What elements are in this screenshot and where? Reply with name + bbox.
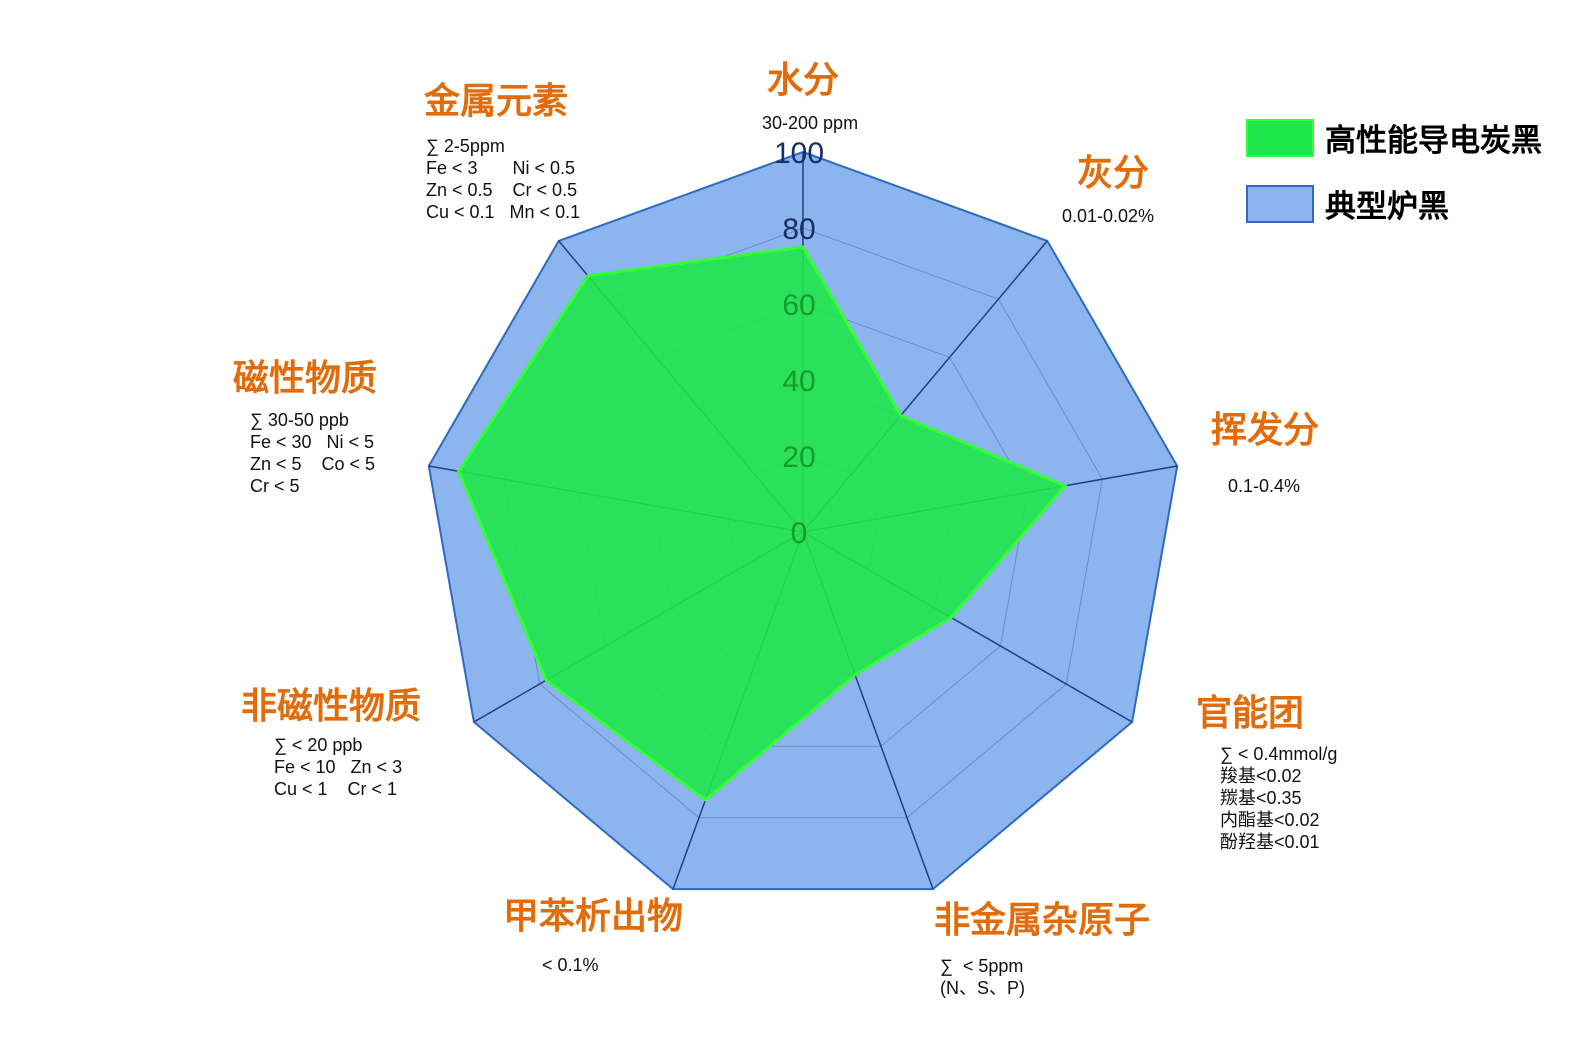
axis-spec-9-4: Cu < 0.1 Mn < 0.1 — [426, 202, 580, 222]
axis-spec-8-4: Cr < 5 — [250, 476, 300, 496]
axis-label-4: 官能团 — [1196, 693, 1304, 734]
axis-spec-2-1: 0.01-0.02% — [1062, 206, 1154, 226]
legend-swatch-1 — [1246, 119, 1314, 157]
series-area-high-performance — [457, 245, 1068, 802]
axis-label-7: 非磁性物质 — [241, 686, 421, 727]
axis-spec-9-3: Zn < 0.5 Cr < 0.5 — [426, 180, 577, 200]
axis-spec-4-1: ∑ < 0.4mmol/g — [1220, 744, 1337, 764]
axis-spec-4-4: 内酯基<0.02 — [1220, 810, 1320, 830]
axis-label-1: 水分 — [767, 60, 839, 101]
tick-label-100: 100 — [774, 137, 824, 170]
axis-spec-3-1: 0.1-0.4% — [1228, 476, 1300, 496]
axis-spec-4-3: 羰基<0.35 — [1220, 788, 1302, 808]
axis-spec-1-1: 30-200 ppm — [762, 113, 858, 133]
tick-label-0: 0 — [791, 517, 808, 550]
legend-swatch-2 — [1246, 185, 1314, 223]
axis-label-2: 灰分 — [1077, 153, 1149, 194]
tick-label-20: 20 — [782, 441, 815, 474]
legend-label-2: 典型炉黑 — [1325, 189, 1449, 225]
axis-spec-7-1: ∑ < 20 ppb — [274, 735, 362, 755]
axis-spec-8-2: Fe < 30 Ni < 5 — [250, 432, 374, 452]
axis-spec-8-1: ∑ 30-50 ppb — [250, 410, 349, 430]
axis-spec-9-2: Fe < 3 Ni < 0.5 — [426, 158, 575, 178]
axis-spec-9-1: ∑ 2-5ppm — [426, 136, 505, 156]
axis-spec-7-2: Fe < 10 Zn < 3 — [274, 757, 402, 777]
axis-spec-5-1: ∑ < 5ppm — [940, 956, 1023, 976]
axis-spec-8-3: Zn < 5 Co < 5 — [250, 454, 375, 474]
axis-spec-6-1: < 0.1% — [542, 955, 599, 975]
tick-label-80: 80 — [782, 213, 815, 246]
legend-label-1: 高性能导电炭黑 — [1325, 123, 1542, 159]
axis-label-6: 甲苯析出物 — [503, 896, 683, 937]
tick-label-60: 60 — [782, 289, 815, 322]
axis-label-3: 挥发分 — [1211, 410, 1319, 451]
axis-label-9: 金属元素 — [423, 80, 568, 122]
axis-spec-7-3: Cu < 1 Cr < 1 — [274, 779, 397, 799]
axis-label-5: 非金属杂原子 — [934, 899, 1150, 941]
axis-label-8: 磁性物质 — [233, 358, 377, 399]
axis-spec-4-2: 羧基<0.02 — [1220, 766, 1302, 786]
axis-spec-5-2: (N、S、P) — [940, 978, 1025, 998]
tick-label-40: 40 — [782, 365, 815, 398]
axis-spec-4-5: 酚羟基<0.01 — [1220, 832, 1320, 852]
